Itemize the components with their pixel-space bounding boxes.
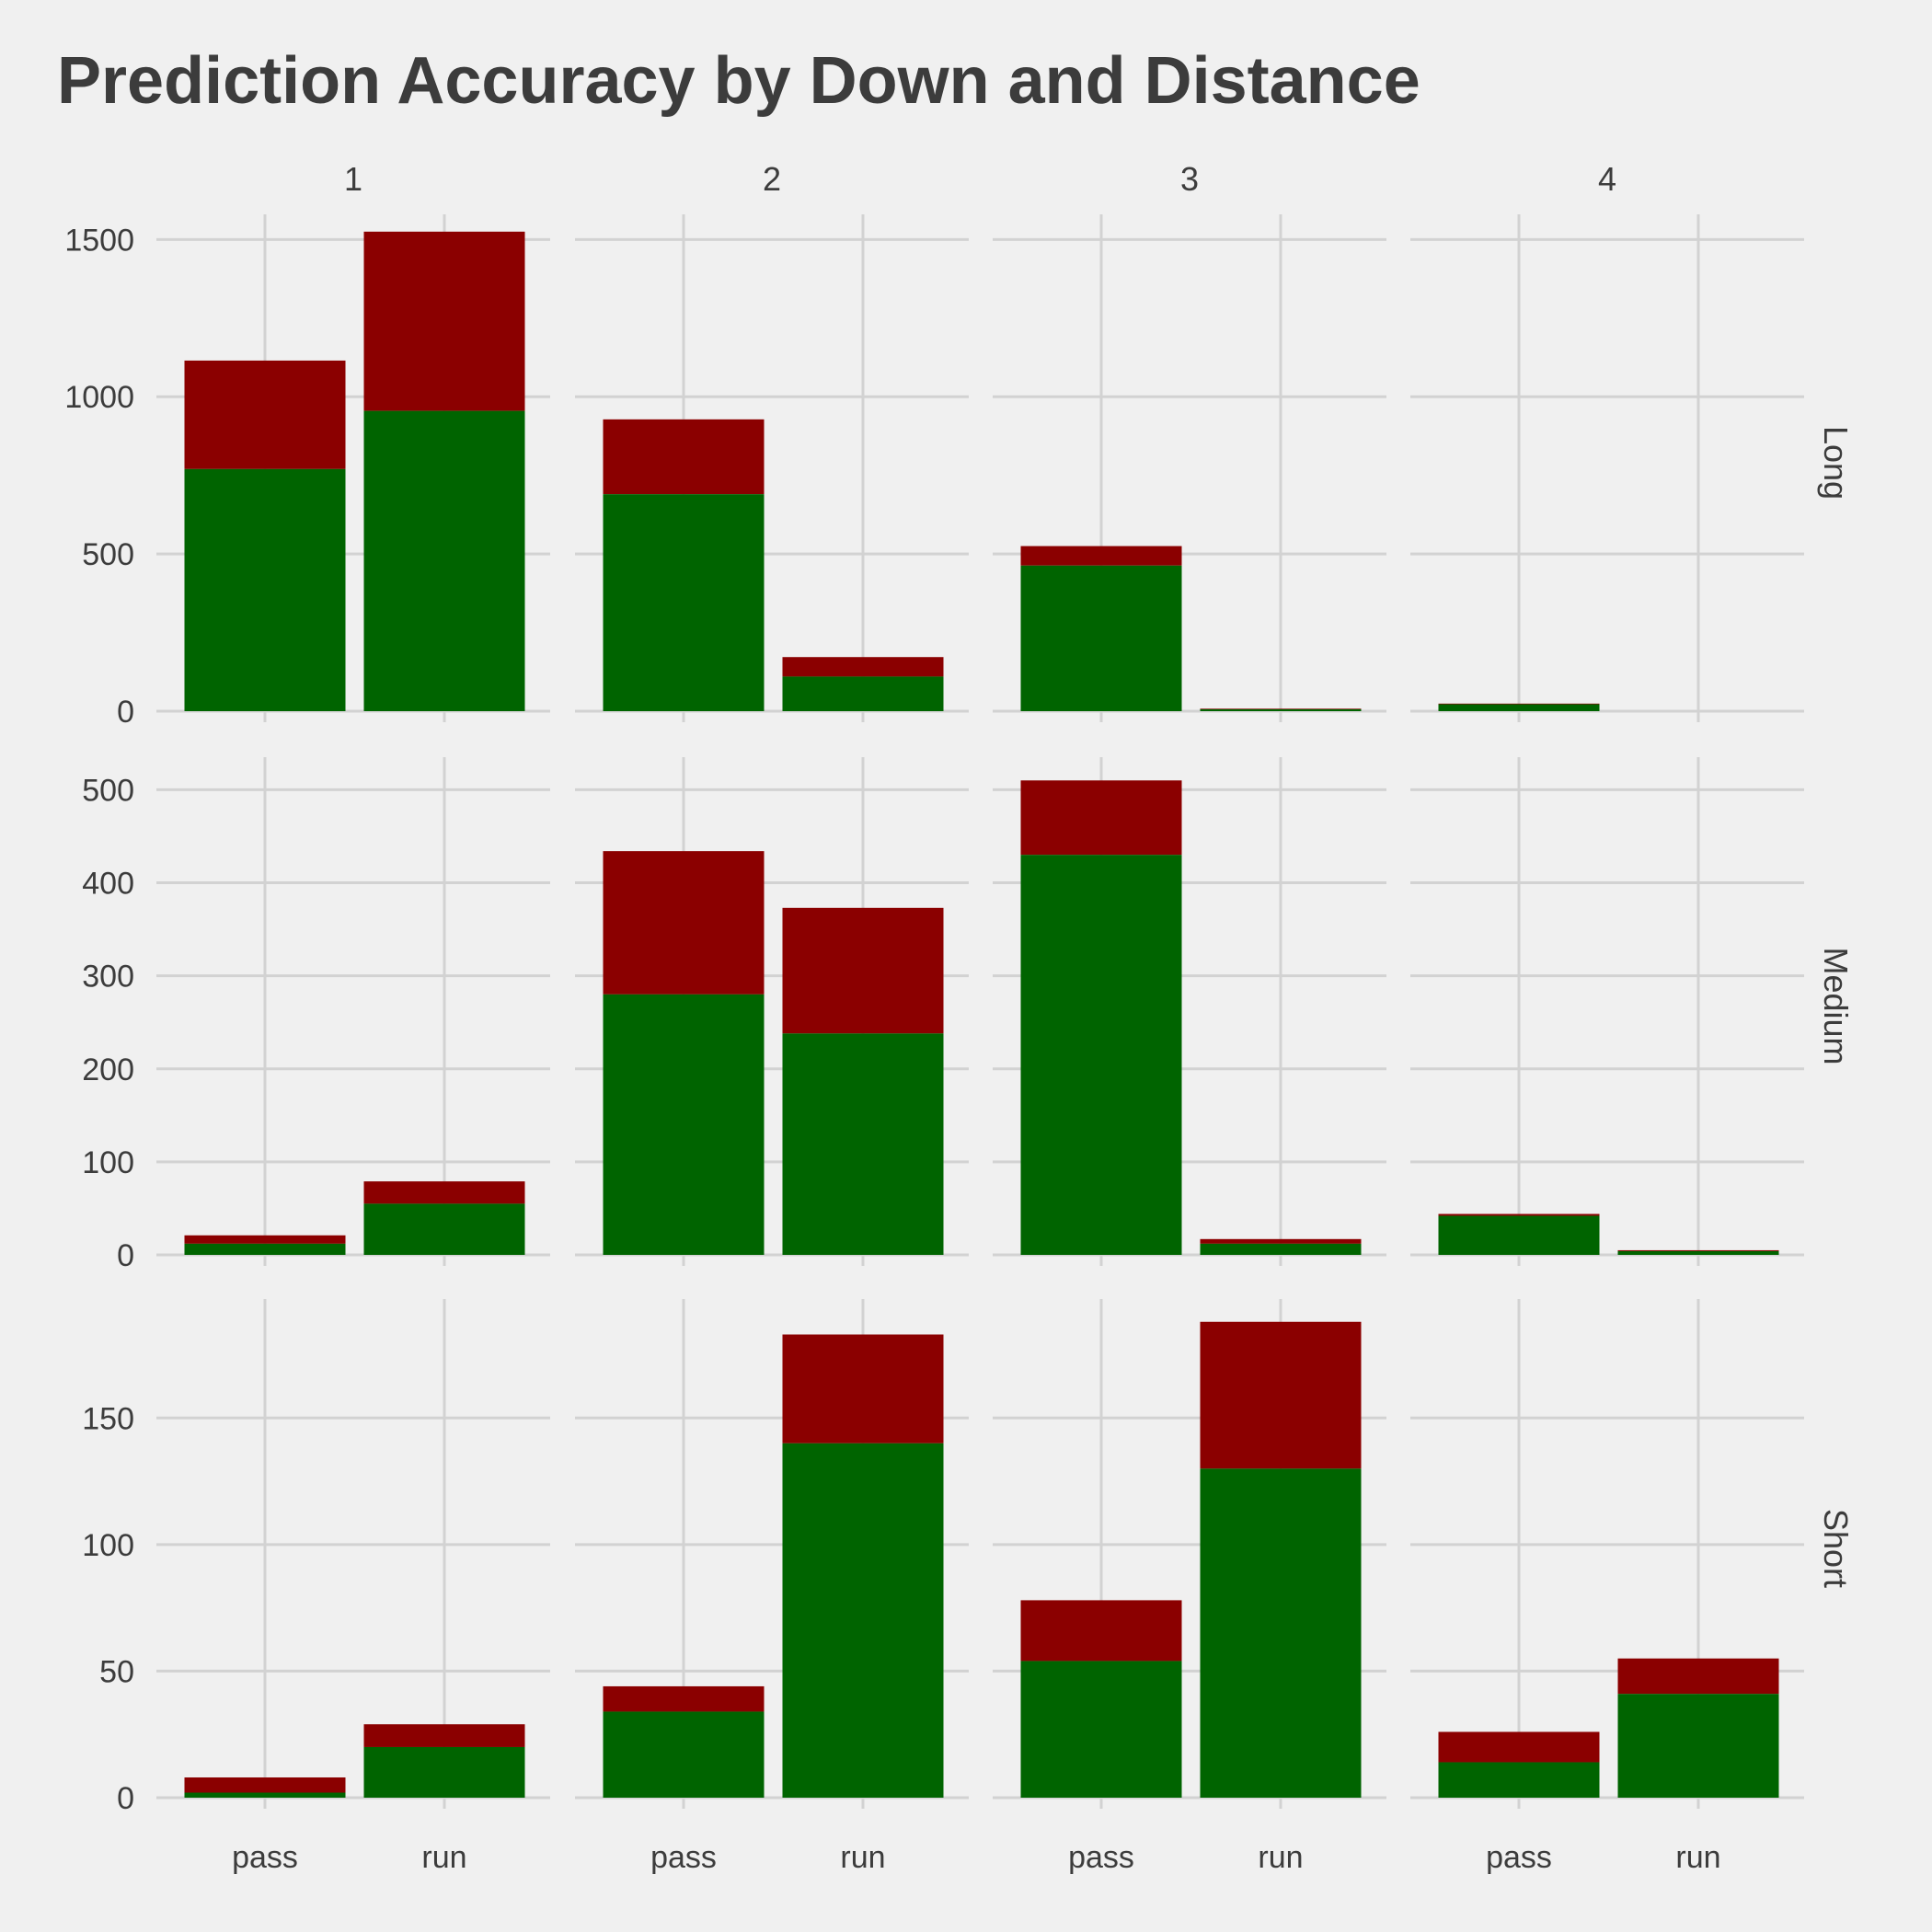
- bar-incorrect-pass: [1020, 1600, 1182, 1662]
- strip-label-down-3: 3: [1180, 160, 1199, 198]
- panel-short-down-4: pass run: [1410, 1299, 1804, 1875]
- y-tick-label: 1000: [64, 380, 134, 415]
- bar-correct-pass: [184, 468, 346, 711]
- strip-label-short: Short: [1817, 1509, 1855, 1588]
- y-tick-label: 100: [82, 1528, 134, 1563]
- bar-incorrect-pass: [1438, 1731, 1600, 1763]
- bar-incorrect-run: [363, 231, 525, 411]
- strip-label-down-2: 2: [763, 160, 781, 198]
- panel-short-down-3: pass run: [993, 1299, 1386, 1875]
- facet-strips: 1 2 3 4 Long Medium Short: [344, 160, 1855, 1588]
- panel-long-down-3: [993, 214, 1386, 722]
- bar-incorrect-pass: [1438, 703, 1600, 705]
- bar-correct-run: [782, 1033, 944, 1255]
- bar-incorrect-pass: [603, 851, 765, 995]
- bar-incorrect-run: [363, 1724, 525, 1747]
- panel-short-down-1: 0 50 100 150 pass run: [82, 1299, 550, 1875]
- bar-incorrect-run: [782, 1334, 944, 1443]
- panel-long-down-4: [1410, 214, 1804, 722]
- x-tick-label-run: run: [421, 1840, 466, 1875]
- bar-correct-run: [782, 1443, 944, 1798]
- y-tick-label: 100: [82, 1145, 134, 1180]
- strip-label-long: Long: [1817, 426, 1855, 500]
- bar-correct-pass: [184, 1792, 346, 1798]
- y-tick-label: 150: [82, 1401, 134, 1436]
- bar-correct-pass: [1438, 704, 1600, 711]
- bar-correct-run: [1200, 708, 1362, 711]
- y-tick-label: 1500: [64, 223, 134, 258]
- y-tick-label: 500: [82, 773, 134, 808]
- x-tick-label-pass: pass: [1068, 1840, 1134, 1875]
- facet-panels: 0 500 1000 1500 0 100 200 300 400 500 0 50 100 150 pas…: [64, 214, 1804, 1875]
- bar-correct-pass: [1020, 565, 1182, 711]
- x-tick-label-pass: pass: [1486, 1840, 1552, 1875]
- bar-incorrect-run: [782, 657, 944, 677]
- panel-medium-down-2: [575, 757, 969, 1266]
- y-tick-label: 0: [117, 1781, 134, 1816]
- y-tick-label: 0: [117, 695, 134, 730]
- bar-correct-run: [363, 1746, 525, 1798]
- bar-correct-pass: [1438, 1215, 1600, 1255]
- bar-incorrect-run: [1200, 1238, 1362, 1244]
- x-tick-label-pass: pass: [232, 1840, 298, 1875]
- x-tick-label-run: run: [1675, 1840, 1720, 1875]
- panel-medium-down-1: 0 100 200 300 400 500: [82, 757, 550, 1273]
- bar-correct-pass: [1438, 1762, 1600, 1798]
- y-tick-label: 500: [82, 537, 134, 572]
- panel-medium-down-4: [1410, 757, 1804, 1266]
- bar-incorrect-pass: [184, 360, 346, 469]
- bar-correct-run: [1617, 1250, 1779, 1255]
- x-tick-label-run: run: [1258, 1840, 1303, 1875]
- bar-incorrect-pass: [1438, 1213, 1600, 1216]
- panel-long-down-2: [575, 214, 969, 722]
- bar-incorrect-run: [782, 907, 944, 1034]
- x-tick-label-run: run: [840, 1840, 885, 1875]
- bar-incorrect-run: [1200, 708, 1362, 709]
- bar-incorrect-run: [1617, 1658, 1779, 1695]
- bar-correct-run: [1617, 1694, 1779, 1798]
- bar-incorrect-pass: [184, 1777, 346, 1793]
- bar-correct-pass: [1020, 855, 1182, 1255]
- bar-correct-run: [782, 676, 944, 711]
- strip-label-down-4: 4: [1598, 160, 1616, 198]
- bar-correct-pass: [184, 1243, 346, 1255]
- y-tick-label: 50: [99, 1654, 134, 1689]
- bar-incorrect-run: [1200, 1321, 1362, 1469]
- bar-incorrect-pass: [603, 419, 765, 495]
- strip-label-down-1: 1: [344, 160, 362, 198]
- bar-incorrect-pass: [603, 1685, 765, 1712]
- bar-correct-run: [1200, 1243, 1362, 1255]
- y-tick-label: 400: [82, 867, 134, 902]
- bar-incorrect-pass: [184, 1235, 346, 1244]
- panel-short-down-2: pass run: [575, 1299, 969, 1875]
- y-tick-label: 200: [82, 1052, 134, 1087]
- panel-long-down-1: 0 500 1000 1500: [64, 214, 550, 730]
- bar-correct-pass: [1020, 1661, 1182, 1798]
- chart-title: Prediction Accuracy by Down and Distance: [57, 44, 1420, 118]
- panel-medium-down-3: [993, 757, 1386, 1266]
- strip-label-medium: Medium: [1817, 947, 1855, 1064]
- y-tick-label: 0: [117, 1238, 134, 1273]
- x-tick-label-pass: pass: [650, 1840, 717, 1875]
- bar-correct-run: [363, 1203, 525, 1255]
- bar-incorrect-pass: [1020, 546, 1182, 566]
- bar-correct-pass: [603, 994, 765, 1255]
- bar-correct-pass: [603, 494, 765, 711]
- bar-correct-run: [363, 410, 525, 711]
- bar-incorrect-pass: [1020, 780, 1182, 856]
- bar-incorrect-run: [363, 1181, 525, 1204]
- y-tick-label: 300: [82, 960, 134, 995]
- bar-incorrect-run: [1617, 1249, 1779, 1251]
- bar-correct-pass: [603, 1711, 765, 1798]
- bar-correct-run: [1200, 1468, 1362, 1798]
